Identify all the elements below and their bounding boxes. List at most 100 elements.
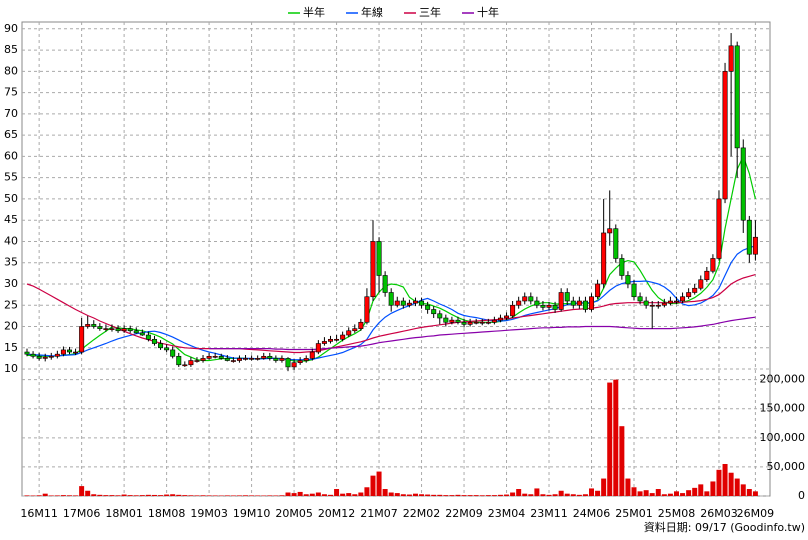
volume-bar [170,494,176,496]
x-tick-label: 19M03 [190,507,228,520]
candle-body [151,338,157,344]
y-tick-label: 40 [4,234,18,247]
x-tick-label: 24M06 [573,507,611,520]
volume-bar [740,484,746,496]
candle-body [613,228,619,259]
candle-body [425,304,431,310]
x-tick-label: 17M06 [63,507,101,520]
volume-bar [746,489,752,496]
volume-bar [297,491,303,496]
volume-bar [285,492,291,496]
volume-bar [631,487,637,496]
volume-bar [48,495,54,496]
volume-bar [601,478,607,496]
candle-body [412,300,418,304]
volume-bar [528,494,534,496]
volume-bar [412,493,418,496]
volume-bar [540,494,546,496]
candle-body [740,147,746,221]
volume-bar [267,495,273,496]
candle-body [528,296,534,302]
candle-body [376,241,382,276]
volume-bar [103,495,109,496]
volume-bar [358,492,364,496]
candle-body [534,300,540,306]
candle-body [607,228,613,234]
volume-bar [394,493,400,496]
candle-body [467,321,473,325]
candle-body [364,296,370,323]
candle-body [406,302,412,306]
volume-bar [36,495,42,496]
volume-bar [182,495,188,496]
candle-body [716,198,722,259]
volume-bar [91,494,97,496]
candle-body [710,258,716,272]
candle-body [388,292,394,306]
candle-body [667,300,673,304]
volume-bar [127,495,133,496]
candle-body [752,236,758,255]
candle-body [48,355,54,358]
candle-body [564,292,570,302]
candle-body [218,355,224,359]
y2-tick-label: 200,000 [760,373,806,386]
candle-body [692,287,698,293]
y-tick-label: 30 [4,277,18,290]
candle-body [619,258,625,276]
y-tick-label: 60 [4,149,18,162]
volume-bar [321,494,327,496]
volume-bar [692,487,698,496]
candle-body [491,319,497,323]
candle-body [194,360,200,362]
candle-body [24,351,30,355]
volume-bar [243,495,249,496]
candle-body [734,45,740,149]
volume-bar [54,495,60,496]
volume-bar [346,493,352,496]
y-tick-label: 90 [4,22,18,35]
volume-bar [637,491,643,496]
volume-bar [595,490,601,496]
candle-body [66,349,72,353]
candle-body [73,351,79,354]
volume-bar [145,494,151,496]
x-tick-label: 18M08 [148,507,186,520]
volume-bar [73,495,79,496]
volume-bar [516,489,522,496]
volume-bar [661,494,667,496]
y-tick-label: 15 [4,341,18,354]
volume-bar [534,488,540,496]
volume-bar [467,495,473,496]
volume-bar [60,495,66,496]
volume-bar [121,494,127,496]
candle-body [485,321,491,324]
candle-body [309,351,315,359]
candle-body [97,326,103,329]
volume-bar [133,495,139,496]
candle-body [589,296,595,310]
y-tick-label: 25 [4,298,18,311]
candle-body [321,341,327,344]
volume-bar [334,489,340,496]
candle-body [188,360,194,366]
volume-bar [273,495,279,496]
candle-body [267,355,273,359]
candle-body [60,349,66,355]
volume-bar [315,492,321,496]
x-tick-label: 21M07 [360,507,398,520]
volume-bar [97,494,103,496]
candle-body [285,358,291,368]
volume-bar [382,489,388,496]
candle-body [443,317,449,323]
volume-bar [546,494,552,496]
ma-line [209,316,756,351]
candle-body [340,334,346,340]
volume-bar [698,484,704,496]
candle-body [236,358,242,361]
volume-bar [230,495,236,496]
candle-body [273,358,279,361]
candle-body [582,300,588,310]
volume-bar [437,494,443,496]
